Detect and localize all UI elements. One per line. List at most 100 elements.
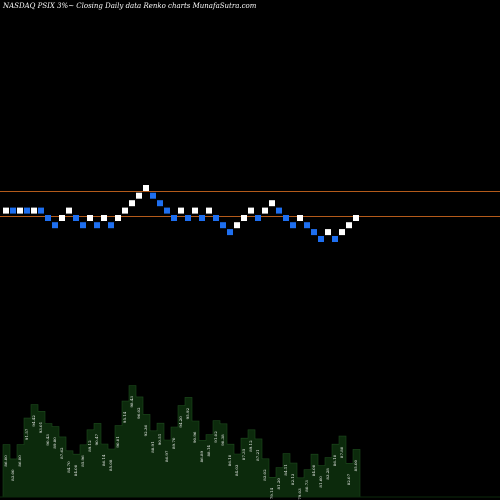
- renko-brick: [220, 222, 226, 229]
- price-label: 82.07: [346, 473, 351, 485]
- price-label: 91.57: [24, 428, 29, 440]
- price-label: 90.96: [192, 431, 197, 443]
- renko-brick: [283, 215, 289, 221]
- reference-lines: [0, 191, 500, 217]
- price-label: 81.60: [318, 476, 323, 488]
- renko-brick: [269, 200, 275, 207]
- renko-brick: [325, 229, 331, 236]
- renko-brick: [255, 215, 261, 221]
- price-label: 90.43: [45, 434, 50, 446]
- renko-brick: [248, 207, 254, 214]
- renko-brick: [171, 215, 177, 221]
- price-label: 89.12: [87, 440, 92, 452]
- price-label: 89.80: [52, 437, 57, 449]
- chart-title: NASDAQ PSIX 3%~ Closing Daily data Renko…: [2, 2, 257, 10]
- price-label: 86.00: [17, 455, 22, 467]
- price-label: 84.00: [73, 464, 78, 476]
- renko-brick: [318, 236, 324, 242]
- price-label: 84.03: [234, 464, 239, 476]
- price-label: 85.96: [80, 455, 85, 467]
- renko-brick: [297, 215, 303, 221]
- price-label: 84.00: [311, 464, 316, 476]
- price-area: [2, 385, 361, 498]
- price-label: 85.00: [353, 459, 358, 471]
- renko-brick: [31, 207, 37, 214]
- price-label: 92.36: [143, 424, 148, 436]
- renko-brick: [262, 207, 268, 214]
- price-label: 79.03: [297, 488, 302, 500]
- price-label: 87.80: [339, 446, 344, 458]
- price-label: 87.21: [255, 449, 260, 460]
- renko-brick: [87, 215, 93, 221]
- renko-brick: [227, 229, 233, 236]
- price-label: 83.02: [262, 469, 267, 481]
- price-label: 83.00: [10, 469, 15, 481]
- price-label: 95.14: [122, 411, 127, 423]
- renko-brick: [192, 207, 198, 214]
- renko-brick: [150, 192, 156, 199]
- renko-brick: [185, 215, 191, 221]
- renko-brick: [199, 215, 205, 221]
- price-label: 83.28: [325, 468, 330, 480]
- price-label: 82.13: [290, 473, 295, 485]
- renko-brick: [178, 207, 184, 214]
- price-label: 88.14: [206, 445, 211, 457]
- renko-brick: [52, 222, 58, 229]
- price-label: 84.11: [283, 464, 288, 475]
- price-label: 86.10: [332, 454, 337, 466]
- price-area-panel: [0, 385, 500, 498]
- renko-brick: [241, 215, 247, 221]
- price-label: 96.02: [136, 407, 141, 419]
- price-label: 87.62: [59, 447, 64, 459]
- price-label: 89.70: [171, 437, 176, 449]
- price-label: 86.10: [227, 454, 232, 466]
- price-label: 95.92: [185, 407, 190, 419]
- price-label: 90.47: [94, 433, 99, 445]
- price-label: 90.51: [157, 434, 162, 445]
- renko-brick: [332, 236, 338, 242]
- price-label: 89.12: [248, 440, 253, 452]
- renko-brick: [94, 222, 100, 229]
- renko-brick: [80, 222, 86, 229]
- price-label: 94.42: [31, 415, 36, 427]
- renko-brick: [73, 215, 79, 221]
- price-label: 93.01: [38, 422, 43, 433]
- price-label: 84.70: [66, 461, 71, 473]
- renko-brick: [66, 207, 72, 214]
- renko-brick: [346, 222, 352, 229]
- renko-bricks: [3, 185, 359, 242]
- renko-brick: [311, 229, 317, 236]
- renko-brick: [276, 207, 282, 214]
- renko-brick: [101, 215, 107, 221]
- renko-brick: [10, 207, 16, 214]
- renko-brick: [3, 207, 9, 214]
- price-label: 94.20: [178, 416, 183, 428]
- renko-brick: [24, 207, 30, 214]
- price-label: 86.14: [101, 454, 106, 466]
- price-label: 79.14: [269, 487, 274, 499]
- renko-brick: [157, 200, 163, 207]
- price-label: 90.38: [220, 434, 225, 446]
- renko-brick: [136, 192, 142, 199]
- price-label: 91.02: [213, 431, 218, 443]
- price-label: 80.73: [304, 480, 309, 492]
- renko-brick: [164, 207, 170, 214]
- price-label: 86.97: [164, 450, 169, 462]
- renko-brick: [143, 185, 149, 191]
- price-label: 81.20: [276, 478, 281, 490]
- renko-brick: [304, 222, 310, 229]
- renko-brick: [206, 207, 212, 214]
- renko-brick: [38, 207, 44, 214]
- price-label: 98.43: [129, 396, 134, 408]
- price-label: 87.35: [241, 448, 246, 460]
- renko-brick: [45, 215, 51, 221]
- price-label: 86.00: [3, 455, 8, 467]
- renko-brick: [115, 215, 121, 221]
- renko-brick: [234, 222, 240, 229]
- price-label: 88.91: [150, 441, 155, 452]
- price-label: 86.89: [199, 450, 204, 462]
